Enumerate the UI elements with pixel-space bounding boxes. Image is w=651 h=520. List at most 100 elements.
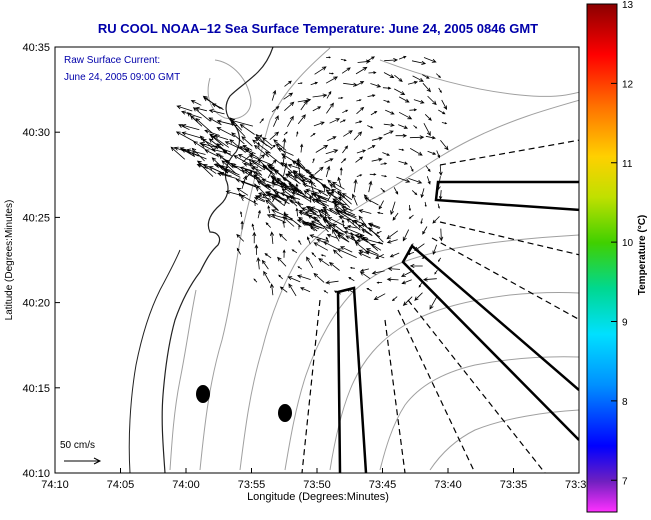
site-marker — [278, 404, 292, 422]
current-vector — [309, 179, 314, 193]
contour-line — [169, 289, 197, 471]
current-vector — [312, 93, 328, 98]
x-axis-label: Longitude (Degrees:Minutes) — [247, 491, 389, 503]
x-tick-label: 73:45 — [369, 479, 397, 491]
current-vector — [322, 183, 326, 192]
current-vector — [248, 158, 264, 171]
current-vector — [339, 166, 343, 176]
current-vector — [380, 187, 386, 193]
current-vector — [240, 220, 244, 230]
current-vector — [386, 230, 399, 240]
current-vector — [314, 66, 327, 75]
current-vector — [310, 220, 332, 230]
current-vector — [339, 246, 353, 253]
current-vector — [324, 158, 334, 163]
current-vector — [312, 158, 315, 164]
current-vector — [251, 223, 255, 231]
current-vector — [300, 143, 304, 153]
current-vector — [253, 278, 258, 283]
current-vector — [269, 283, 274, 296]
annotation-line-1: Raw Surface Current: — [64, 55, 160, 66]
current-vector — [367, 145, 376, 150]
current-vector — [341, 219, 345, 228]
current-vector — [407, 80, 419, 85]
current-vector — [300, 99, 308, 111]
current-vector — [332, 228, 340, 242]
current-vector — [438, 190, 443, 201]
current-vector — [375, 254, 384, 259]
current-vector — [325, 165, 331, 178]
current-vector — [239, 146, 260, 159]
current-vector — [253, 197, 266, 203]
colorbar-tick-label: 12 — [622, 79, 634, 90]
current-vector — [377, 241, 383, 244]
y-axis-label: Latitude (Degrees:Minutes) — [4, 200, 15, 321]
current-vector — [283, 201, 287, 207]
current-vector — [176, 105, 193, 112]
current-vector — [409, 263, 423, 269]
contour-line — [379, 356, 579, 471]
current-vector — [370, 243, 382, 251]
current-vector — [240, 211, 243, 218]
current-vector — [359, 271, 371, 280]
current-vector — [382, 86, 392, 90]
current-vector — [386, 239, 398, 244]
current-vector — [328, 262, 340, 271]
current-vector — [360, 268, 370, 272]
current-vector — [437, 257, 442, 262]
current-vector — [230, 119, 254, 127]
current-vector — [195, 118, 213, 134]
current-vector — [261, 178, 278, 186]
current-vector — [289, 195, 301, 200]
current-vector — [323, 208, 328, 219]
current-vector — [342, 109, 349, 114]
map-content — [128, 47, 579, 473]
current-vector — [282, 220, 286, 228]
current-vector — [282, 137, 287, 150]
radar-dash-line — [439, 139, 579, 166]
current-vector — [191, 147, 205, 162]
current-vector — [291, 249, 298, 254]
current-vector — [326, 56, 332, 59]
current-vector — [285, 173, 301, 185]
current-vector — [394, 74, 403, 82]
current-vector — [426, 176, 431, 185]
current-vector — [422, 74, 430, 79]
current-vector — [329, 118, 341, 124]
current-vector — [211, 103, 223, 109]
current-vector — [199, 135, 216, 152]
current-vector — [393, 187, 399, 195]
current-vector — [327, 217, 345, 227]
current-vector — [296, 274, 311, 280]
current-vector — [408, 204, 412, 212]
current-vector — [423, 123, 431, 137]
current-vector — [235, 178, 254, 186]
current-vector — [278, 233, 287, 241]
current-vector — [327, 136, 337, 142]
radar-dash-line — [397, 309, 476, 473]
current-vector — [356, 106, 365, 115]
current-vector — [325, 149, 339, 155]
contour-line — [284, 234, 579, 471]
current-vector — [265, 199, 279, 211]
current-vector — [238, 192, 244, 202]
x-tick-label: 73:40 — [434, 479, 462, 491]
current-vector — [190, 115, 203, 127]
current-vector — [353, 131, 363, 141]
current-vector — [339, 119, 346, 123]
current-vector — [349, 266, 355, 269]
current-vector — [412, 75, 424, 82]
current-vector — [340, 58, 347, 62]
current-vector — [310, 132, 316, 137]
y-tick-label: 40:30 — [22, 127, 50, 139]
current-vector — [262, 164, 276, 178]
colorbar-tick-label: 13 — [622, 0, 634, 11]
x-tick-label: 73:3 — [565, 479, 586, 491]
current-vector — [368, 180, 373, 193]
current-vector — [378, 200, 384, 210]
x-tick-label: 74:05 — [107, 479, 135, 491]
current-vector — [398, 124, 409, 129]
current-vector — [305, 206, 318, 213]
current-vector — [368, 227, 384, 243]
current-vector — [424, 201, 427, 208]
